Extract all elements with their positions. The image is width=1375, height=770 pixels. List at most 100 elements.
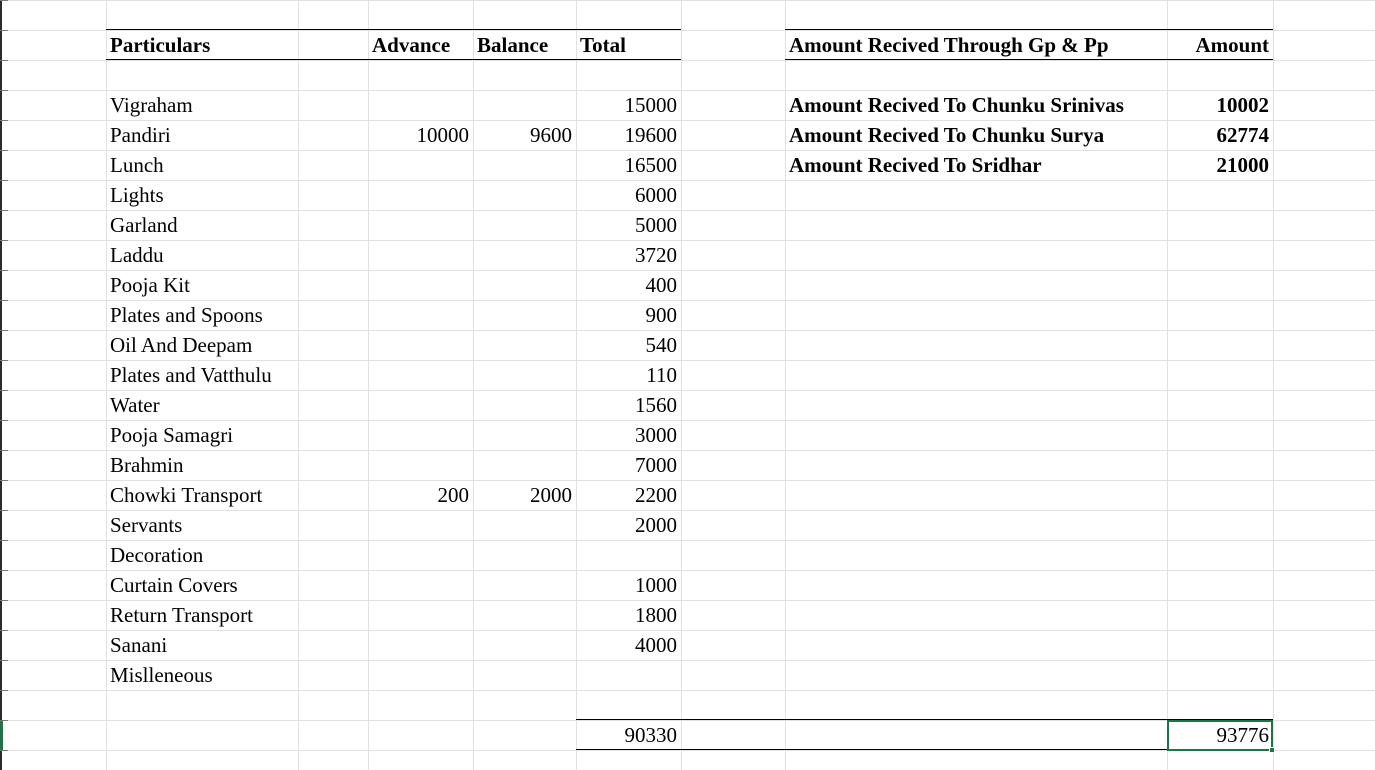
expense-total-cell[interactable]: 1800 [635,603,677,627]
expense-balance-cell[interactable] [473,300,576,330]
expense-particular-cell[interactable]: Pandiri [110,123,171,147]
expense-total-cell[interactable]: 2000 [635,513,677,537]
receipt-amount-cell[interactable]: 10002 [1216,93,1270,117]
expense-advance-cell[interactable] [368,270,473,300]
expense-balance-cell[interactable] [473,630,576,660]
expense-total-cell[interactable]: 16500 [624,153,678,177]
expense-particular-cell[interactable]: Lunch [110,153,164,177]
expense-particular-cell[interactable]: Sanani [110,633,168,657]
expense-particular-cell[interactable]: Lights [110,183,164,207]
expense-balance-cell[interactable] [473,270,576,300]
expense-total-cell[interactable]: 3000 [635,423,677,447]
expense-total-cell[interactable]: 1560 [635,393,677,417]
expense-advance-cell[interactable] [368,630,473,660]
gridline-horizontal [0,420,1375,421]
expense-advance-cell[interactable] [368,510,473,540]
expense-particular-cell[interactable]: Decoration [110,543,204,567]
expense-particular-cell[interactable]: Return Transport [110,603,253,627]
expense-advance-cell[interactable] [368,210,473,240]
expense-advance-cell[interactable] [368,360,473,390]
expense-advance-cell[interactable] [368,300,473,330]
expense-balance-cell[interactable] [473,240,576,270]
expenses-total-cell[interactable]: 90330 [624,723,678,747]
expense-advance-cell[interactable] [368,420,473,450]
expense-particular-cell[interactable]: Water [110,393,160,417]
expense-total-cell[interactable]: 1000 [635,573,677,597]
expense-balance-cell[interactable] [473,510,576,540]
expense-total-cell[interactable]: 900 [645,303,678,327]
expense-balance-cell[interactable] [473,420,576,450]
expense-particular-cell[interactable]: Plates and Vatthulu [110,363,272,387]
header-amount[interactable]: Amount [1195,33,1269,57]
expense-total-cell[interactable]: 110 [646,363,677,387]
expense-balance-cell[interactable] [473,330,576,360]
expense-particular-cell[interactable]: Chowki Transport [110,483,263,507]
expense-balance-cell[interactable] [473,90,576,120]
expense-particular-cell[interactable]: Pooja Kit [110,273,190,297]
expense-advance-cell[interactable] [368,180,473,210]
expense-particular-cell[interactable]: Pooja Samagri [110,423,234,447]
receipt-amount-cell[interactable]: 62774 [1216,123,1270,147]
expense-total-cell[interactable]: 7000 [635,453,677,477]
expense-advance-cell[interactable] [368,240,473,270]
expense-balance-cell[interactable] [473,600,576,630]
expense-advance-cell[interactable] [368,390,473,420]
expense-balance-cell[interactable] [473,150,576,180]
expense-total-cell[interactable]: 19600 [624,123,678,147]
expense-balance-cell[interactable] [473,540,576,570]
expense-balance-cell[interactable] [473,390,576,420]
header-particulars[interactable]: Particulars [110,33,211,57]
expense-particular-cell[interactable]: Laddu [110,243,164,267]
expense-advance-cell[interactable] [368,330,473,360]
expense-particular-cell[interactable]: Vigraham [110,93,193,117]
expense-balance-cell[interactable]: 9600 [530,123,572,147]
expense-total-cell[interactable] [576,660,681,690]
expense-balance-cell[interactable] [473,210,576,240]
expense-particular-cell[interactable]: Garland [110,213,178,237]
expense-advance-cell[interactable] [368,600,473,630]
expense-total-cell[interactable]: 5000 [635,213,677,237]
expense-total-cell[interactable]: 540 [645,333,678,357]
expense-advance-cell[interactable] [368,450,473,480]
expense-particular-cell[interactable]: Oil And Deepam [110,333,253,357]
expense-total-cell[interactable]: 15000 [624,93,678,117]
expense-advance-cell[interactable]: 200 [437,483,470,507]
expense-balance-cell[interactable] [473,180,576,210]
header-received-through[interactable]: Amount Recived Through Gp & Pp [789,33,1109,57]
header-balance[interactable]: Balance [477,33,549,57]
expense-total-cell[interactable]: 4000 [635,633,677,657]
gridline-vertical [106,0,107,770]
expense-balance-cell[interactable] [473,450,576,480]
receipt-label-cell[interactable]: Amount Recived To Sridhar [789,153,1042,177]
totals-bottom-border [576,749,1273,750]
expense-particular-cell[interactable]: Curtain Covers [110,573,238,597]
row-edge-tick [0,450,8,451]
expense-advance-cell[interactable] [368,570,473,600]
expense-advance-cell[interactable]: 10000 [416,123,470,147]
expense-total-cell[interactable]: 6000 [635,183,677,207]
expense-advance-cell[interactable] [368,660,473,690]
expense-particular-cell[interactable]: Plates and Spoons [110,303,263,327]
receipt-label-cell[interactable]: Amount Recived To Chunku Srinivas [789,93,1124,117]
expense-balance-cell[interactable] [473,660,576,690]
expense-particular-cell[interactable]: Brahmin [110,453,184,477]
header-total[interactable]: Total [580,33,626,57]
expense-balance-cell[interactable] [473,570,576,600]
receipt-label-cell[interactable]: Amount Recived To Chunku Surya [789,123,1105,147]
fill-handle[interactable] [1269,747,1275,753]
expense-advance-cell[interactable] [368,540,473,570]
expense-particular-cell[interactable]: Servants [110,513,183,537]
expense-advance-cell[interactable] [368,150,473,180]
received-total-cell[interactable]: 93776 [1216,723,1270,747]
header-advance[interactable]: Advance [372,33,451,57]
expense-particular-cell[interactable]: Mislleneous [110,663,213,687]
receipt-amount-cell[interactable]: 21000 [1216,153,1270,177]
expense-total-cell[interactable] [576,540,681,570]
expense-total-cell[interactable]: 3720 [635,243,677,267]
expense-total-cell[interactable]: 400 [645,273,678,297]
expense-balance-cell[interactable] [473,360,576,390]
expense-balance-cell[interactable]: 2000 [530,483,572,507]
expense-total-cell[interactable]: 2200 [635,483,677,507]
expense-advance-cell[interactable] [368,90,473,120]
